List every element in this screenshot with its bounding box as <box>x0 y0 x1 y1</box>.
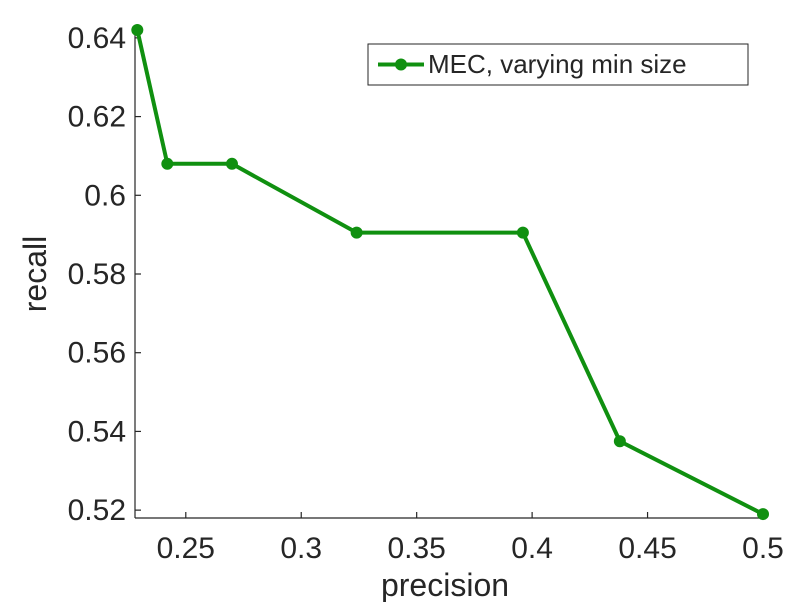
data-point <box>350 226 363 239</box>
data-point <box>757 508 769 521</box>
series-layer <box>131 24 769 521</box>
legend: MEC, varying min size <box>367 43 749 86</box>
x-ticks: 0.25 0.3 0.35 0.4 0.45 0.5 <box>157 512 784 565</box>
y-tick-label: 0.64 <box>68 22 126 55</box>
legend-series-label: MEC, varying min size <box>428 49 687 79</box>
series-line <box>135 29 764 516</box>
y-tick-label: 0.6 <box>84 179 126 212</box>
y-axis-title: recall <box>17 236 53 312</box>
axes <box>134 30 763 519</box>
y-tick-label: 0.62 <box>68 101 126 134</box>
y-ticks: 0.52 0.54 0.56 0.58 0.6 0.62 0.64 <box>68 22 141 527</box>
data-point <box>225 157 238 170</box>
x-tick-label: 0.5 <box>742 532 784 565</box>
data-point <box>516 226 529 239</box>
y-tick-label: 0.56 <box>68 337 126 370</box>
x-tick-label: 0.4 <box>511 532 553 565</box>
x-tick-label: 0.25 <box>157 532 215 565</box>
x-tick-label: 0.3 <box>280 532 322 565</box>
data-point <box>131 24 144 36</box>
legend-box <box>367 43 749 86</box>
y-tick-label: 0.54 <box>68 415 126 448</box>
y-tick-label: 0.52 <box>68 494 126 527</box>
y-tick-label: 0.58 <box>68 258 126 291</box>
legend-series-marker <box>395 58 407 71</box>
x-tick-label: 0.35 <box>387 532 445 565</box>
data-point <box>161 157 174 170</box>
x-tick-label: 0.45 <box>618 532 676 565</box>
data-point <box>613 435 626 448</box>
x-axis-title: precision <box>381 567 509 602</box>
